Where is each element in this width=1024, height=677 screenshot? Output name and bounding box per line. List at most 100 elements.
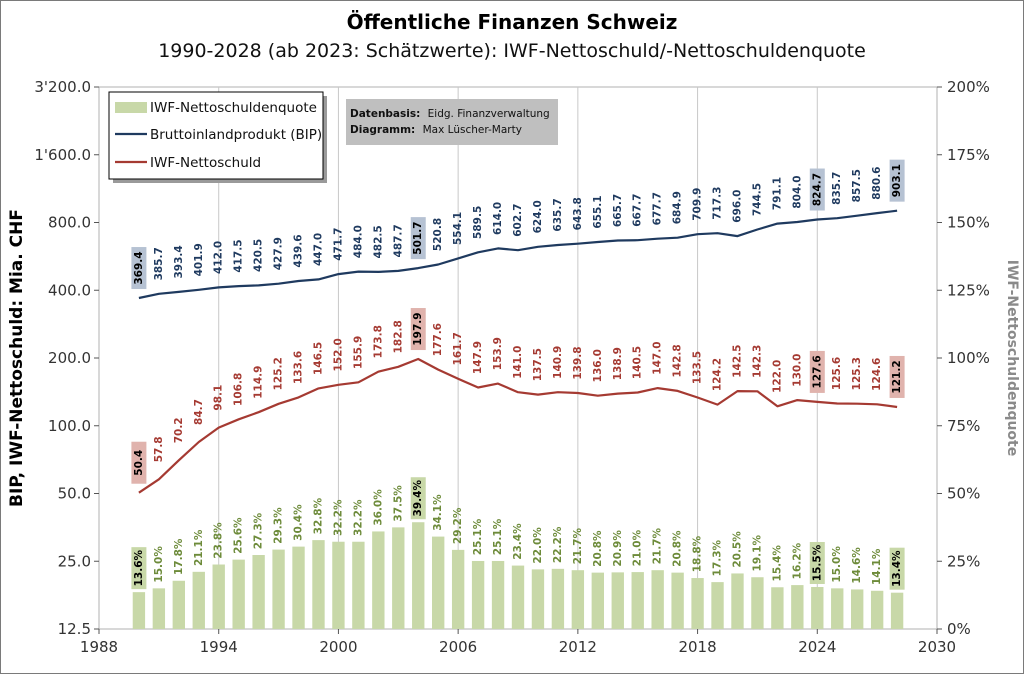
bar-label: 29.2% [452,507,464,544]
y-axis-left-title: BIP, IWF-Nettoschuld: Mia. CHF [7,209,27,507]
bar-label: 22.0% [532,527,544,564]
bar-label: 15.5% [811,544,823,581]
debt-label: 57.8 [153,436,165,462]
bip-label: 635.7 [552,198,564,231]
y-left-tick-label: 400.0 [48,281,91,299]
bar-label: 30.4% [293,504,305,541]
debt-label: 136.0 [592,349,604,382]
debt-label: 122.0 [771,360,783,393]
bip-label: 401.9 [193,243,205,276]
x-tick-label: 2012 [559,638,597,656]
bar-nettoschuldenquote [352,541,365,629]
bar-label: 20.9% [612,530,624,567]
bar-nettoschuldenquote [631,572,644,629]
debt-label: 133.5 [692,351,704,384]
bip-label: 903.1 [891,164,903,197]
bar-nettoschuldenquote [212,564,225,629]
x-tick-label: 2030 [918,638,956,656]
bip-label: 393.4 [173,245,185,278]
bip-label: 624.0 [532,200,544,233]
debt-label: 177.6 [432,323,444,356]
bip-label: 439.6 [293,234,305,267]
y-left-tick-label: 200.0 [48,349,91,367]
bar-nettoschuldenquote [791,585,804,629]
bip-label: 824.7 [811,173,823,206]
debt-label: 161.7 [452,332,464,365]
debt-label: 182.8 [392,320,404,353]
bar-nettoschuldenquote [451,549,465,629]
debt-label: 125.2 [273,357,285,390]
bip-label: 880.6 [871,167,883,200]
bip-label: 589.5 [472,206,484,239]
bar-label: 25.6% [233,517,245,554]
bar-label: 21.1% [193,529,205,566]
y-right-tick-label: 150% [947,214,990,232]
bar-nettoschuldenquote [591,572,604,629]
bar-nettoschuldenquote [870,590,884,629]
bar-label: 20.8% [672,530,684,567]
bar-label: 13.4% [891,550,903,587]
y-left-tick-label: 3'200.0 [34,78,91,96]
bar-label-highlight [410,477,426,520]
debt-label-highlight [131,441,147,484]
bar-nettoschuldenquote [272,549,285,629]
x-tick-label: 2006 [439,638,477,656]
debt-label: 153.9 [492,337,504,370]
bar-label: 15.0% [831,546,843,583]
bar-nettoschuldenquote [851,589,864,629]
x-tick-label: 1988 [80,638,118,656]
legend-label-debt: IWF-Nettoschuld [150,155,261,171]
bar-nettoschuldenquote [671,572,684,629]
legend-label-quote: IWF-Nettoschuldenquote [150,100,317,116]
debt-label: 173.8 [372,325,384,358]
debt-label: 98.1 [213,385,225,411]
bip-label: 835.7 [831,172,843,205]
bip-label: 484.0 [352,225,364,258]
bar-nettoschuldenquote [611,572,624,629]
debt-label: 50.4 [133,450,145,476]
bar-label: 39.4% [412,480,424,517]
bip-label: 677.7 [652,192,664,225]
debt-label: 138.9 [612,347,624,380]
bar-label: 16.2% [791,542,803,579]
bar-label: 23.8% [213,522,225,559]
bar-label-highlight [889,547,905,590]
bip-label: 709.9 [692,188,704,221]
source-line2-text: Max Lüscher-Marty [423,124,522,136]
debt-label: 147.0 [652,341,664,374]
bip-label: 684.9 [672,191,684,224]
x-tick-label: 2024 [798,638,836,656]
bar-nettoschuldenquote [152,588,166,629]
y-right-tick-label: 75% [947,417,980,435]
y-right-tick-label: 200% [947,78,990,96]
bar-nettoschuldenquote [691,578,704,629]
bar-label: 14.6% [851,547,863,584]
bar-nettoschuldenquote [312,540,325,629]
bar-label: 17.3% [712,539,724,576]
bar-nettoschuldenquote [192,571,205,629]
y-left-tick-label: 100.0 [48,417,91,435]
bip-label-highlight [809,168,825,211]
source-box-bg [346,99,558,145]
bip-label: 554.1 [452,212,464,245]
y-right-tick-label: 25% [947,552,980,570]
bar-label: 37.5% [392,485,404,522]
bip-label-highlight [131,247,147,290]
bar-label-highlight [131,547,147,590]
svg-text:Datenbasis: Eidg. Finanz: Datenbasis: Eidg. Finanzverwaltung [350,108,550,120]
bar-nettoschuldenquote [711,582,724,629]
debt-label: 125.3 [851,357,863,390]
bar-label: 25.1% [492,518,504,555]
debt-label: 127.6 [811,355,823,388]
chart-title: Öffentliche Finanzen Schweiz [347,10,678,34]
bip-label: 614.0 [492,202,504,235]
debt-label: 70.2 [173,417,185,443]
debt-label: 147.9 [472,341,484,374]
bar-label: 32.8% [312,497,324,534]
debt-label: 137.5 [532,348,544,381]
bar-nettoschuldenquote [252,555,265,629]
bar-label: 18.8% [692,535,704,572]
debt-label: 155.9 [352,336,364,369]
debt-label: 133.6 [293,351,305,384]
bip-label: 417.5 [233,239,245,272]
